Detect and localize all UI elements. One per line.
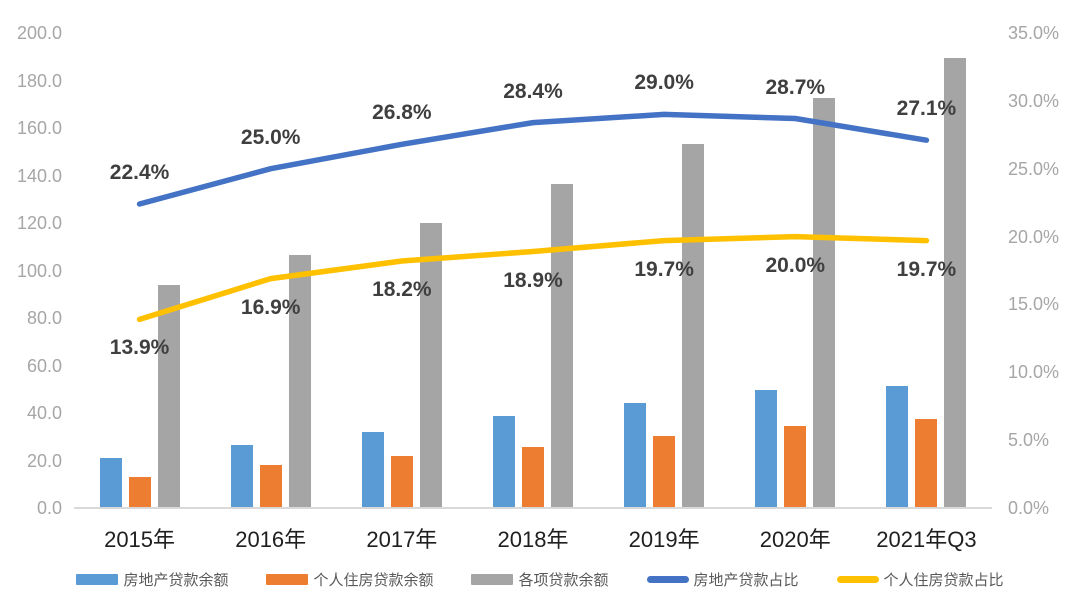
bar-0-6 [886,385,909,508]
legend-label: 个人住房贷款占比 [883,571,1004,589]
legend-label: 房地产贷款占比 [693,571,799,589]
line-data-label: 18.2% [372,278,432,301]
legend-label: 房地产贷款余额 [123,571,229,589]
bar-2-3 [551,184,573,508]
line-data-label: 16.9% [240,295,301,319]
bar-1-4 [653,436,676,508]
y-axis-right-tick: 10.0% [1008,362,1060,383]
legend-line-swatch [646,575,689,583]
y-axis-right-tick: 35.0% [1008,23,1060,43]
bar-1-2 [390,455,413,508]
line-data-label: 28.4% [503,79,563,103]
line-data-label: 25.0% [240,125,301,149]
line-data-label: 20.0% [765,253,826,277]
y-axis-left-tick: 100.0 [16,260,62,281]
y-axis-left-tick: 180.0 [16,70,62,91]
legend-line-swatch [836,575,879,583]
bar-2-5 [813,97,836,508]
line-data-label: 19.7% [896,257,957,281]
legend-item: 房地产贷款占比 [646,569,799,590]
line-data-label: 19.7% [634,257,694,281]
x-axis-label: 2020年 [759,527,831,552]
bar-0-5 [755,390,778,508]
y-axis-right-tick: 25.0% [1008,158,1060,179]
legend-bar-swatch [266,573,309,585]
bar-0-0 [99,458,122,508]
line-data-label: 22.4% [109,161,170,184]
bar-1-3 [522,446,544,508]
line-1 [136,233,930,323]
x-axis-label: 2021年Q3 [876,527,977,552]
legend-bar-swatch [471,573,514,585]
y-axis-left-tick: 80.0 [26,308,62,328]
bar-0-3 [493,416,515,508]
bar-0-1 [230,444,253,508]
line-data-label: 26.8% [372,101,432,125]
y-axis-right-tick: 15.0% [1008,294,1060,315]
bar-2-1 [288,254,311,508]
bar-1-5 [784,426,807,508]
x-axis-line [74,507,992,509]
line-data-label: 28.7% [765,75,826,99]
y-axis-right-tick: 30.0% [1008,90,1060,111]
y-axis-left-tick: 120.0 [16,213,62,233]
y-axis-left-tick: 200.0 [16,23,62,43]
line-data-label: 13.9% [109,336,170,360]
x-axis-label: 2017年 [366,527,438,552]
y-axis-right-tick: 5.0% [1008,430,1050,451]
y-axis-left-tick: 20.0 [26,450,62,471]
bar-2-6 [944,57,967,508]
bar-1-0 [128,477,151,508]
chart-legend: 房地产贷款余额 个人住房贷款余额 各项贷款余额 房地产贷款占比 个人住房贷款占比 [0,566,1080,592]
bar-2-0 [157,284,180,508]
legend-label: 个人住房贷款余额 [313,571,434,589]
x-axis-label: 2018年 [497,527,569,552]
y-axis-left-tick: 160.0 [16,118,62,138]
bar-0-2 [361,431,384,508]
legend-item: 房地产贷款余额 [76,569,228,590]
bar-2-2 [419,222,442,508]
y-axis-right-tick: 0.0% [1008,498,1050,518]
y-axis-left-tick: 140.0 [16,165,62,186]
legend-item: 个人住房贷款占比 [836,569,1004,590]
y-axis-left-tick: 60.0 [26,355,62,376]
x-axis-label: 2019年 [628,527,700,552]
legend-item: 个人住房贷款余额 [266,569,433,590]
line-data-label: 29.0% [634,71,694,95]
legend-bar-swatch [76,573,119,585]
legend-label: 各项贷款余额 [518,571,609,589]
x-axis-label: 2015年 [104,527,176,552]
y-axis-left-tick: 40.0 [26,403,62,423]
bar-2-4 [682,144,705,508]
y-axis-left-tick: 0.0 [36,498,62,518]
bar-0-4 [624,402,647,508]
y-axis-right-tick: 20.0% [1008,226,1060,247]
line-data-label: 27.1% [896,97,957,121]
x-axis-label: 2016年 [235,527,307,552]
bar-1-1 [259,465,282,508]
line-0 [136,111,930,207]
bar-1-6 [915,419,938,508]
legend-item: 各项贷款余额 [471,569,609,590]
line-data-label: 18.9% [503,268,563,292]
